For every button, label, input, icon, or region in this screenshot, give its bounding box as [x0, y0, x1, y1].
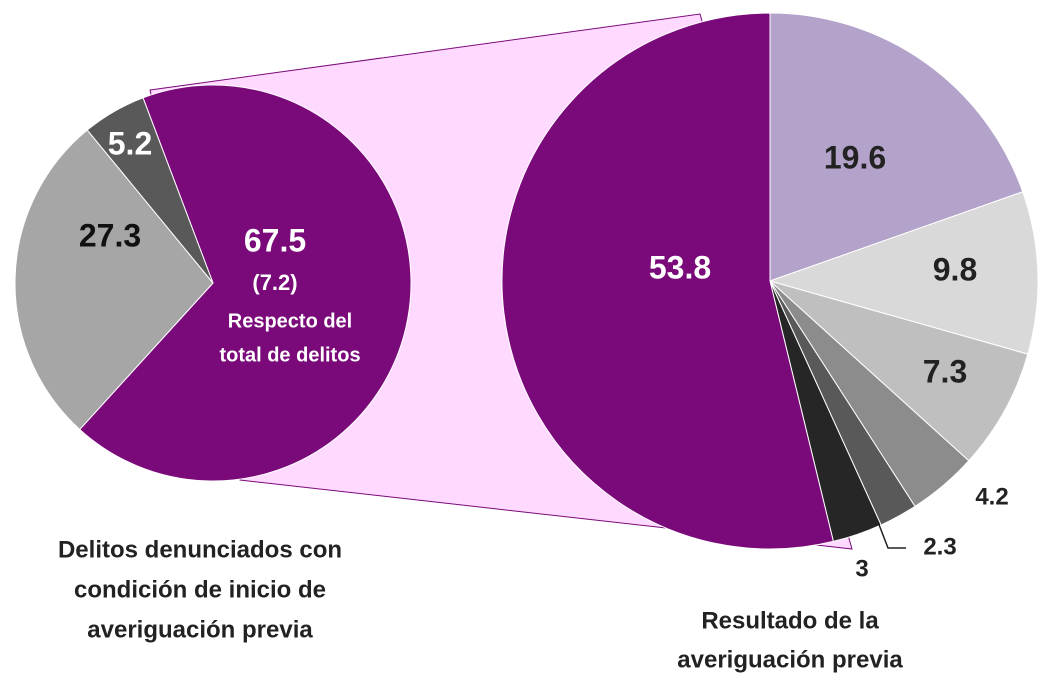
data-label: 2.3 — [923, 533, 956, 560]
data-label: 67.5 — [244, 222, 306, 258]
chart-caption: averiguación previa — [677, 646, 903, 673]
chart-caption: Resultado de la — [701, 607, 879, 634]
pie-slice — [769, 280, 1029, 462]
leader-line — [877, 521, 906, 549]
slice-note: (7.2) — [252, 270, 297, 295]
pies — [14, 12, 1038, 550]
slice-note: Respecto del — [228, 310, 352, 332]
pie-slice — [86, 97, 214, 284]
data-label: 27.3 — [79, 217, 141, 253]
data-label: 3 — [855, 555, 868, 582]
pie-slice — [14, 129, 214, 431]
slice-note: total de delitos — [219, 344, 360, 366]
pie-slice — [501, 12, 834, 550]
data-label: 4.2 — [975, 483, 1008, 510]
data-label: 53.8 — [649, 249, 711, 285]
data-label: 5.2 — [108, 125, 152, 161]
data-label: 7.3 — [923, 353, 967, 389]
data-label: 19.6 — [824, 139, 886, 175]
data-label: 9.8 — [933, 251, 977, 287]
chart-caption: condición de inicio de — [74, 576, 326, 603]
chart-caption: Delitos denunciados con — [58, 536, 342, 563]
chart-caption: averiguación previa — [87, 616, 313, 643]
pie-slice — [79, 84, 412, 482]
